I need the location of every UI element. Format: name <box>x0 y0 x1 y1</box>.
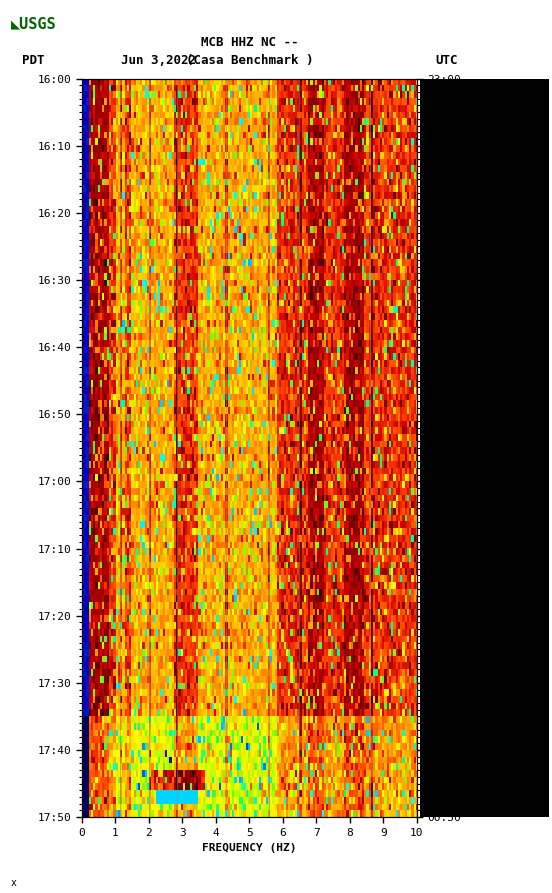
X-axis label: FREQUENCY (HZ): FREQUENCY (HZ) <box>202 843 296 853</box>
Text: ◣USGS: ◣USGS <box>11 16 57 31</box>
Text: (Casa Benchmark ): (Casa Benchmark ) <box>187 54 314 67</box>
Text: x: x <box>11 878 17 888</box>
Text: MCB HHZ NC --: MCB HHZ NC -- <box>201 37 299 49</box>
Text: PDT: PDT <box>22 54 45 67</box>
Text: UTC: UTC <box>436 54 458 67</box>
Text: Jun 3,2022: Jun 3,2022 <box>121 54 197 67</box>
